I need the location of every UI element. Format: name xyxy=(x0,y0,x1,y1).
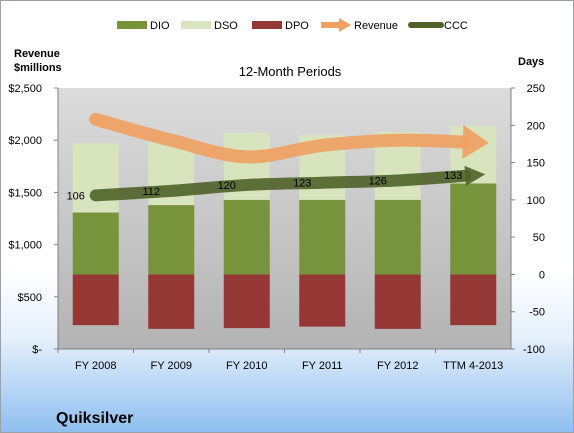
legend: DIO DSO DPO Revenue CCC xyxy=(117,18,468,32)
right-tick-label: 0 xyxy=(539,269,545,281)
x-tick-label: FY 2011 xyxy=(302,360,343,372)
left-tick-label: $1,500 xyxy=(8,187,42,199)
right-tick-label: 150 xyxy=(527,158,545,170)
company-name: Quiksilver xyxy=(56,410,133,427)
left-tick-label: $2,000 xyxy=(8,135,42,147)
right-tick-label: 200 xyxy=(527,120,545,132)
right-tick-label: 50 xyxy=(533,232,545,244)
series-line-revenue xyxy=(89,112,470,164)
left-axis-title-line1: Revenue xyxy=(14,48,60,60)
left-tick-label: $- xyxy=(32,344,42,356)
ccc-data-label: 112 xyxy=(142,186,160,198)
bar-dpo-fy-2010 xyxy=(223,274,270,329)
legend-swatch-dso xyxy=(181,21,211,29)
chart-title: 12-Month Periods xyxy=(239,64,342,79)
x-tick-label: FY 2012 xyxy=(377,360,418,372)
series-arrowhead-revenue xyxy=(462,125,489,159)
bar-dpo-fy-2009 xyxy=(148,274,195,329)
legend-swatch-dpo xyxy=(252,21,282,29)
x-tick-label: FY 2008 xyxy=(75,360,116,372)
legend-arrowhead-revenue xyxy=(339,18,351,32)
bar-dpo-fy-2011 xyxy=(299,274,346,327)
x-tick-label: TTM 4-2013 xyxy=(443,360,503,372)
ccc-data-label: 123 xyxy=(293,178,311,190)
ccc-data-label: 126 xyxy=(369,175,387,187)
legend-label-revenue: Revenue xyxy=(354,20,398,32)
x-tick-label: FY 2009 xyxy=(151,360,192,372)
left-tick-label: $1,000 xyxy=(8,240,42,252)
bar-dpo-fy-2012 xyxy=(374,274,421,329)
right-tick-label: 250 xyxy=(527,83,545,95)
bar-dio-ttm-4-2013 xyxy=(450,183,497,275)
ccc-data-label: 120 xyxy=(218,180,236,192)
bar-dio-fy-2011 xyxy=(299,199,346,275)
legend-label-dso: DSO xyxy=(214,20,238,32)
right-tick-label: -100 xyxy=(523,344,545,356)
series-arrowhead-ccc xyxy=(464,165,486,186)
right-axis-title: Days xyxy=(518,56,544,68)
x-tick-label: FY 2010 xyxy=(226,360,267,372)
bar-dio-fy-2012 xyxy=(374,199,421,275)
legend-label-ccc: CCC xyxy=(444,20,468,32)
bar-dio-fy-2008 xyxy=(72,212,119,275)
legend-label-dio: DIO xyxy=(150,20,170,32)
legend-swatch-dio xyxy=(117,21,147,29)
legend-label-dpo: DPO xyxy=(285,20,309,32)
ccc-data-label: 133 xyxy=(444,170,462,182)
bar-dpo-fy-2008 xyxy=(72,274,119,326)
left-axis-title-line2: $millions xyxy=(14,62,62,74)
bar-dpo-ttm-4-2013 xyxy=(450,274,497,326)
bar-dio-fy-2009 xyxy=(148,205,195,275)
left-tick-label: $2,500 xyxy=(8,83,42,95)
right-tick-label: 100 xyxy=(527,195,545,207)
left-tick-label: $500 xyxy=(18,292,42,304)
series-line-ccc xyxy=(89,169,472,202)
right-tick-label: -50 xyxy=(529,307,545,319)
bar-dio-fy-2010 xyxy=(223,199,270,275)
ccc-data-label: 106 xyxy=(67,190,85,202)
